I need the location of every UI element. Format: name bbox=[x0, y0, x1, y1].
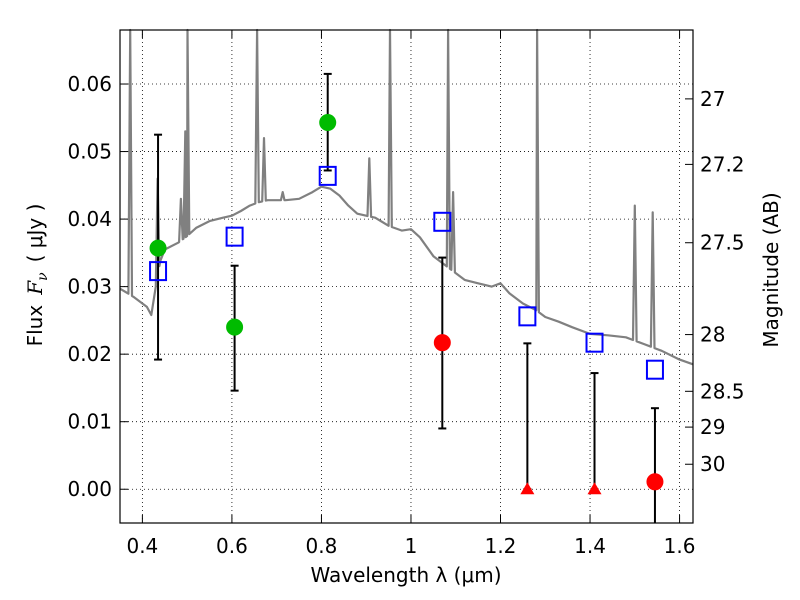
upper-limit-marker bbox=[587, 482, 602, 495]
model-photometry-marker bbox=[318, 165, 337, 186]
right-axis-tick-label: 28.5 bbox=[700, 379, 745, 403]
right-axis-tick-label: 27.5 bbox=[700, 231, 745, 255]
y-tick-label: 0.02 bbox=[67, 342, 112, 366]
model-photometry-marker bbox=[225, 226, 244, 247]
x-axis-title: Wavelength λ (μm) bbox=[310, 563, 501, 587]
x-tick-label: 1.4 bbox=[574, 534, 606, 558]
detection-marker bbox=[319, 114, 337, 132]
y-title-symbol: F bbox=[23, 280, 47, 296]
spectrum-layer bbox=[119, 28, 694, 366]
upper-limit-marker bbox=[520, 482, 535, 495]
gridlines bbox=[120, 30, 693, 523]
x-tick-label: 1.6 bbox=[664, 534, 696, 558]
right-axis-title: Magnitude (AB) bbox=[759, 192, 783, 347]
detection-marker bbox=[226, 318, 244, 336]
axis-layer: 0.4 0.6 0.8 1 1.2 1.4 1.6 0.00 0.01 0.02 0.03 0.04 0… bbox=[67, 30, 745, 558]
detection-marker bbox=[149, 239, 167, 257]
x-tick-label: 0.6 bbox=[216, 534, 248, 558]
right-axis-tick-label: 29 bbox=[700, 415, 725, 439]
model-photometry-marker bbox=[518, 306, 537, 327]
y-axis-title: Flux Fν ( μJy ) bbox=[23, 204, 51, 347]
y-title-subscript: ν bbox=[35, 272, 51, 281]
model-photometry-marker bbox=[585, 332, 604, 353]
right-axis-tick-label: 28 bbox=[700, 323, 725, 347]
y-tick-label: 0.01 bbox=[67, 410, 112, 434]
y-tick-label: 0.05 bbox=[67, 140, 112, 164]
y-title-prefix: Flux bbox=[23, 305, 47, 347]
model-photometry-marker bbox=[149, 261, 168, 282]
measurement-marker bbox=[433, 334, 451, 352]
spectrum-line bbox=[119, 28, 694, 366]
model-photometry-marker bbox=[645, 359, 664, 380]
y-tick-label: 0.00 bbox=[67, 477, 112, 501]
model-photometry-marker bbox=[433, 211, 452, 232]
plot-frame bbox=[119, 29, 694, 524]
right-axis-tick-label: 27 bbox=[700, 87, 725, 111]
x-tick-label: 1.2 bbox=[485, 534, 517, 558]
y-tick-label: 0.04 bbox=[67, 207, 112, 231]
y-tick-label: 0.06 bbox=[67, 72, 112, 96]
x-tick-label: 1 bbox=[405, 534, 418, 558]
right-axis-tick-label: 30 bbox=[700, 452, 725, 476]
x-tick-label: 0.4 bbox=[126, 534, 158, 558]
x-tick-label: 0.8 bbox=[306, 534, 338, 558]
right-axis-tick-label: 27.2 bbox=[700, 152, 745, 176]
marker-layer bbox=[149, 72, 664, 523]
y-title-unit: ( μJy ) bbox=[23, 204, 47, 263]
y-tick-label: 0.03 bbox=[67, 275, 112, 299]
measurement-marker bbox=[646, 473, 664, 491]
